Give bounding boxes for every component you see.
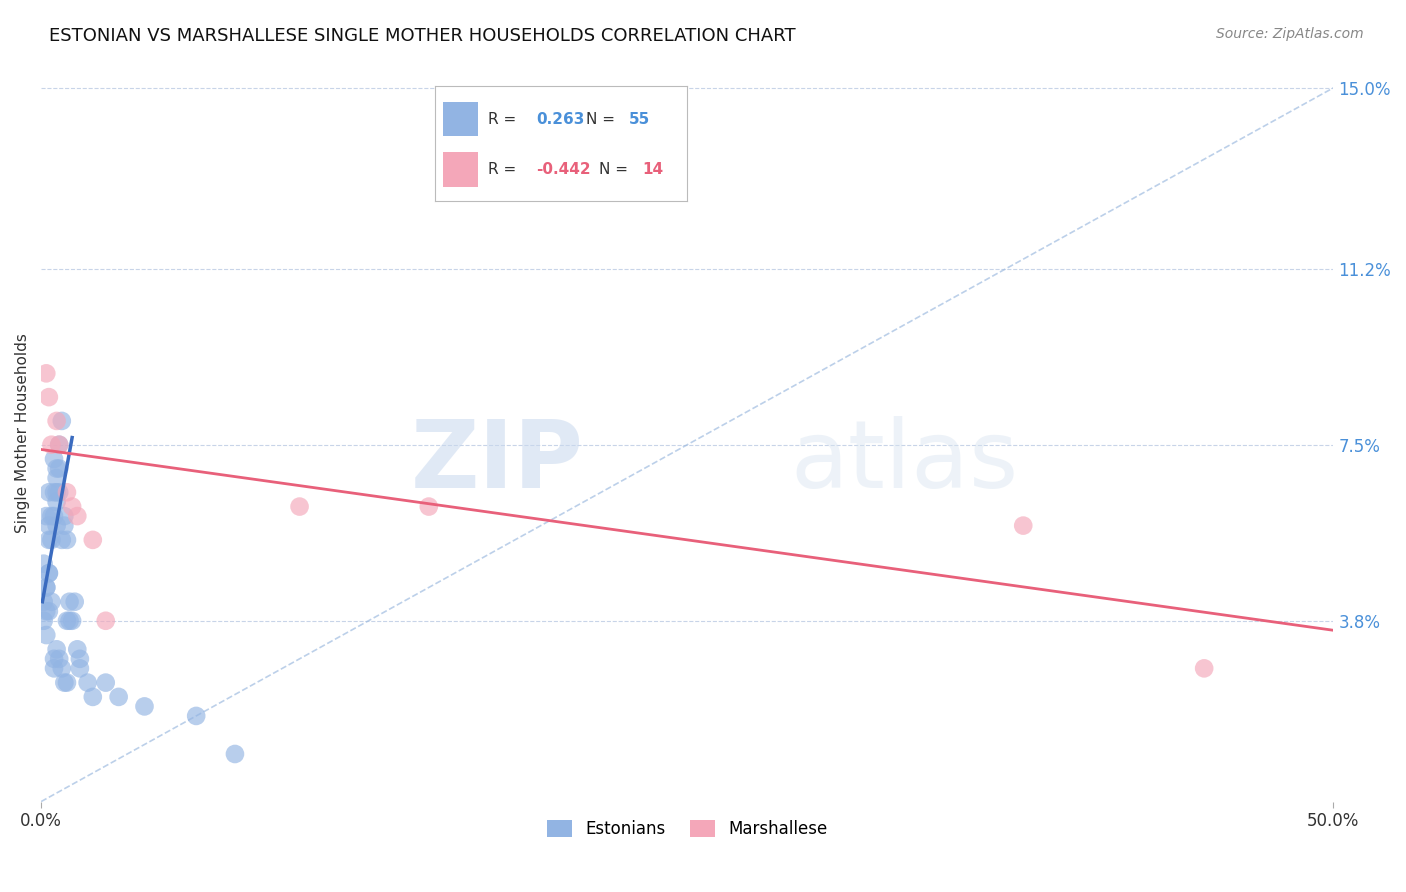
Text: ESTONIAN VS MARSHALLESE SINGLE MOTHER HOUSEHOLDS CORRELATION CHART: ESTONIAN VS MARSHALLESE SINGLE MOTHER HO… xyxy=(49,27,796,45)
Point xyxy=(56,675,79,690)
Point xyxy=(45,518,67,533)
Point xyxy=(45,471,67,485)
Point xyxy=(56,485,79,500)
Point xyxy=(35,628,58,642)
Point xyxy=(76,675,98,690)
Point xyxy=(48,438,70,452)
Point xyxy=(53,518,76,533)
Point xyxy=(56,533,79,547)
Point xyxy=(60,500,83,514)
Point xyxy=(58,595,80,609)
Point xyxy=(48,461,70,475)
Point xyxy=(53,675,76,690)
Point xyxy=(51,414,73,428)
Text: atlas: atlas xyxy=(790,417,1019,508)
Text: Source: ZipAtlas.com: Source: ZipAtlas.com xyxy=(1216,27,1364,41)
Point xyxy=(58,614,80,628)
Point xyxy=(107,690,129,704)
Point xyxy=(45,485,67,500)
Point xyxy=(35,581,58,595)
Point xyxy=(1012,518,1035,533)
Point xyxy=(418,500,440,514)
Point xyxy=(35,604,58,618)
Point xyxy=(94,614,117,628)
Point xyxy=(48,485,70,500)
Point xyxy=(66,509,89,524)
Point xyxy=(38,390,60,404)
Point xyxy=(38,485,60,500)
Y-axis label: Single Mother Households: Single Mother Households xyxy=(15,333,30,533)
Point xyxy=(38,518,60,533)
Point xyxy=(38,566,60,581)
Point xyxy=(224,747,246,761)
Point xyxy=(41,438,63,452)
Point xyxy=(69,661,91,675)
Point xyxy=(1192,661,1215,675)
Point xyxy=(45,461,67,475)
Point xyxy=(45,642,67,657)
Point xyxy=(38,533,60,547)
Point xyxy=(41,509,63,524)
Point xyxy=(60,614,83,628)
Point xyxy=(186,709,208,723)
Point xyxy=(42,661,65,675)
Point xyxy=(51,533,73,547)
Point xyxy=(48,438,70,452)
Point xyxy=(38,566,60,581)
Point xyxy=(32,595,55,609)
Point xyxy=(35,581,58,595)
Point xyxy=(42,652,65,666)
Point xyxy=(42,485,65,500)
Point xyxy=(41,595,63,609)
Point xyxy=(48,652,70,666)
Point xyxy=(32,557,55,571)
Point xyxy=(51,661,73,675)
Point xyxy=(35,509,58,524)
Point xyxy=(45,414,67,428)
Legend: Estonians, Marshallese: Estonians, Marshallese xyxy=(540,814,835,845)
Point xyxy=(32,614,55,628)
Text: ZIP: ZIP xyxy=(411,417,583,508)
Point xyxy=(66,642,89,657)
Point xyxy=(35,367,58,381)
Point xyxy=(56,614,79,628)
Point xyxy=(41,533,63,547)
Point xyxy=(63,595,86,609)
Point xyxy=(69,652,91,666)
Point xyxy=(288,500,311,514)
Point xyxy=(134,699,156,714)
Point xyxy=(53,509,76,524)
Point xyxy=(45,495,67,509)
Point xyxy=(38,604,60,618)
Point xyxy=(82,690,104,704)
Point xyxy=(42,509,65,524)
Point xyxy=(42,452,65,467)
Point xyxy=(94,675,117,690)
Point xyxy=(82,533,104,547)
